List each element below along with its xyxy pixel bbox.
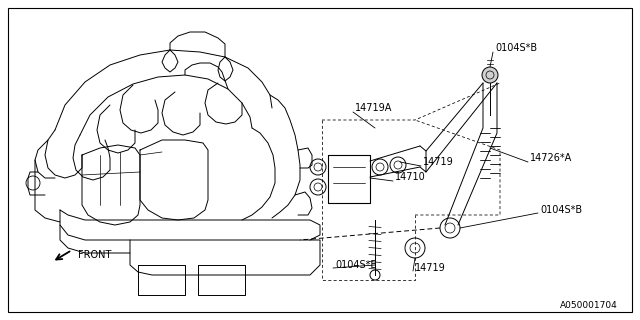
Text: 0104S*B: 0104S*B [540, 205, 582, 215]
Circle shape [482, 67, 498, 83]
Text: 14719: 14719 [423, 157, 454, 167]
Text: 0104S*B: 0104S*B [495, 43, 537, 53]
Text: FRONT: FRONT [78, 250, 111, 260]
Text: 14719: 14719 [415, 263, 445, 273]
Text: 14710: 14710 [395, 172, 426, 182]
Text: 14726*A: 14726*A [530, 153, 572, 163]
Text: 14719A: 14719A [355, 103, 392, 113]
Text: 0104S*E: 0104S*E [335, 260, 376, 270]
Text: A050001704: A050001704 [560, 300, 618, 309]
